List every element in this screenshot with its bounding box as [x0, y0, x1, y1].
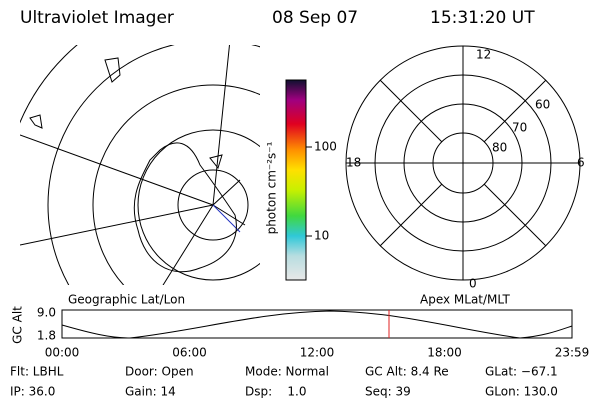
- time: 15:31:20 UT: [430, 8, 535, 28]
- polar-label: 0: [469, 277, 477, 291]
- x-tick-label: 12:00: [300, 346, 335, 360]
- y-tick-label: 9.0: [37, 306, 56, 320]
- status-field: Mode: Normal: [245, 365, 329, 379]
- status-field: GLat: −67.1: [485, 365, 558, 379]
- x-tick-label: 06:00: [172, 346, 207, 360]
- colorbar-label: 10: [314, 229, 329, 243]
- polar-label: 6: [577, 156, 585, 170]
- status-field: Seq: 39: [365, 385, 411, 399]
- status-field: Door: Open: [125, 365, 194, 379]
- status-field: Flt: LBHL: [10, 365, 64, 379]
- polar-grid: [345, 45, 581, 281]
- x-tick-label: 23:59: [555, 346, 590, 360]
- x-tick-label: 00:00: [45, 346, 80, 360]
- geo-map: [20, 45, 260, 285]
- timeline-frame: [61, 309, 573, 339]
- polar-lat: 60: [535, 98, 550, 112]
- y-axis-label: GC Alt: [11, 306, 25, 344]
- date: 08 Sep 07: [272, 8, 358, 28]
- polar-lat: 70: [512, 121, 527, 135]
- polar-label: 12: [476, 48, 491, 62]
- status-field: GC Alt: 8.4 Re: [365, 365, 449, 379]
- timeline-title: Geographic Lat/Lon: [68, 293, 185, 307]
- status-field: IP: 36.0: [10, 385, 55, 399]
- y-tick-label: 1.8: [37, 329, 56, 343]
- colorbar-unit: photon cm⁻²s⁻¹: [265, 141, 279, 234]
- title: Ultraviolet Imager: [20, 8, 174, 28]
- timeline-title: Apex MLat/MLT: [420, 293, 510, 307]
- polar-lat: 80: [492, 141, 507, 155]
- colorbar-label: 100: [314, 140, 337, 154]
- altitude-curve: [61, 310, 573, 339]
- colorbar: [285, 79, 307, 281]
- status-field: GLon: 130.0: [485, 385, 558, 399]
- polar-label: 18: [346, 156, 361, 170]
- x-tick-label: 18:00: [427, 346, 462, 360]
- status-field: Dsp: 1.0: [245, 385, 307, 399]
- status-field: Gain: 14: [125, 385, 176, 399]
